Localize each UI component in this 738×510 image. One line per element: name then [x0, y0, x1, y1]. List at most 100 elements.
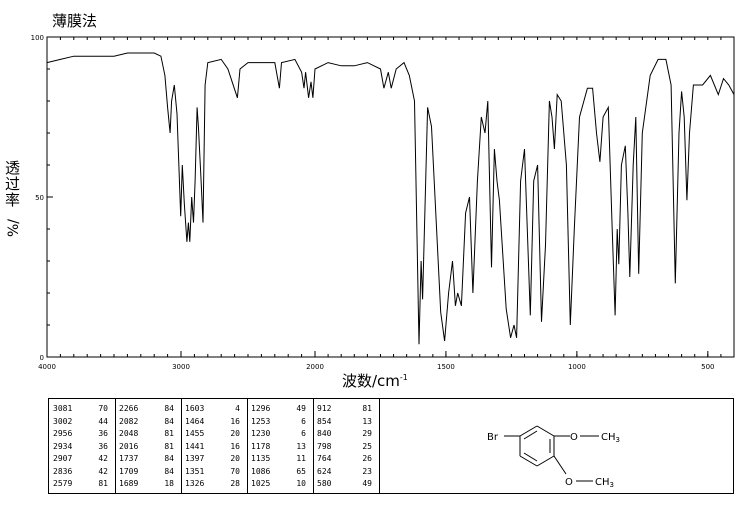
- peak-transmittance: 26: [362, 454, 372, 463]
- ring-bond: [536, 425, 555, 437]
- peak-transmittance: 16: [230, 441, 240, 451]
- y-tick-label: 0: [40, 354, 44, 362]
- peak-wavenumber: 3002: [53, 416, 73, 426]
- peak-wavenumber: 2934: [53, 441, 73, 451]
- peak-wavenumber: 1253: [251, 416, 271, 426]
- ome2-methyl-text: CH: [595, 477, 610, 488]
- peak-table-divider: [247, 399, 248, 493]
- peak-transmittance: 70: [98, 404, 108, 413]
- peak-wavenumber: 2048: [119, 429, 139, 438]
- ir-spectrum-plot: 0 50 100 4000 3000 2000 1500 1000 500: [31, 34, 735, 371]
- peak-wavenumber: 1135: [251, 454, 271, 463]
- y-tick-label: 100: [31, 34, 44, 42]
- peak-wavenumber: 2082: [119, 416, 139, 426]
- peak-transmittance: 25: [362, 441, 372, 451]
- peak-transmittance: 70: [230, 466, 240, 476]
- peak-transmittance: 6: [301, 429, 306, 438]
- peak-wavenumber: 2907: [53, 454, 73, 463]
- peak-wavenumber: 1296: [251, 404, 271, 413]
- x-axis-label-sup: -1: [399, 373, 408, 382]
- peak-wavenumber: 580: [317, 479, 332, 488]
- peak-transmittance: 4: [235, 404, 240, 413]
- ome2-methyl-sub: 3: [610, 481, 614, 489]
- peak-transmittance: 42: [98, 466, 108, 476]
- ome2-methyl-label: CH3: [595, 477, 614, 489]
- ome2-bond: [553, 455, 567, 475]
- peak-transmittance: 84: [164, 404, 174, 413]
- peak-wavenumber: 1737: [119, 454, 139, 463]
- peak-transmittance: 10: [296, 479, 306, 488]
- spectrum-line: [46, 52, 735, 345]
- peak-transmittance: 13: [362, 416, 372, 426]
- x-tick-label: 500: [701, 363, 714, 371]
- peak-wavenumber: 912: [317, 404, 332, 413]
- x-tick-label: 1000: [568, 363, 586, 371]
- peak-table-divider: [379, 399, 380, 493]
- peak-transmittance: 6: [301, 416, 306, 426]
- peak-transmittance: 81: [362, 404, 372, 413]
- ring-double-bond: [523, 430, 538, 440]
- peak-table-divider: [115, 399, 116, 493]
- ome1-o-label: O: [570, 432, 578, 443]
- y-axis-ticks: 0 50 100: [31, 34, 53, 362]
- x-tick-label: 4000: [38, 363, 56, 371]
- peak-transmittance: 20: [230, 429, 240, 438]
- peak-transmittance: 36: [98, 441, 108, 451]
- peak-wavenumber: 1464: [185, 416, 205, 426]
- peak-wavenumber: 1689: [119, 479, 139, 488]
- peak-wavenumber: 840: [317, 429, 332, 438]
- ome2-o-label: O: [565, 477, 573, 488]
- peak-wavenumber: 2016: [119, 441, 139, 451]
- y-tick-label: 50: [35, 194, 44, 202]
- peak-transmittance: 29: [362, 429, 372, 438]
- peak-transmittance: 13: [296, 441, 306, 451]
- peak-wavenumber: 1351: [185, 466, 205, 476]
- peak-wavenumber: 3081: [53, 404, 73, 413]
- peak-transmittance: 44: [98, 416, 108, 426]
- peak-wavenumber: 1230: [251, 429, 271, 438]
- ring-bond: [536, 455, 555, 467]
- x-tick-label: 3000: [172, 363, 190, 371]
- peak-transmittance: 81: [164, 441, 174, 451]
- peak-table: [48, 398, 734, 494]
- br-label: Br: [487, 432, 499, 443]
- x-axis-ticks: 4000 3000 2000 1500 1000 500: [38, 37, 735, 371]
- peak-transmittance: 84: [164, 454, 174, 463]
- peak-table-divider: [181, 399, 182, 493]
- peak-wavenumber: 2956: [53, 429, 73, 438]
- x-axis-label-text: 波数/cm: [342, 372, 400, 390]
- peak-transmittance: 36: [98, 429, 108, 438]
- peak-wavenumber: 1086: [251, 466, 271, 476]
- peak-wavenumber: 2579: [53, 479, 73, 488]
- x-axis-label: 波数/cm-1: [342, 370, 408, 391]
- ome1-methyl-label: CH3: [601, 432, 620, 444]
- peak-transmittance: 42: [98, 454, 108, 463]
- x-tick-label: 2000: [306, 363, 324, 371]
- ome1-methyl-sub: 3: [616, 436, 620, 444]
- peak-wavenumber: 1455: [185, 429, 205, 438]
- peak-wavenumber: 2836: [53, 466, 73, 476]
- chart-title: 薄膜法: [52, 12, 98, 30]
- peak-wavenumber: 798: [317, 441, 332, 451]
- peak-transmittance: 23: [362, 466, 372, 476]
- peak-transmittance: 84: [164, 466, 174, 476]
- peak-wavenumber: 1603: [185, 404, 205, 413]
- peak-transmittance: 49: [296, 404, 306, 413]
- ring-double-bond: [523, 452, 538, 462]
- peak-wavenumber: 624: [317, 466, 332, 476]
- peak-transmittance: 81: [164, 429, 174, 438]
- peak-transmittance: 65: [296, 466, 306, 476]
- peak-wavenumber: 1178: [251, 441, 271, 451]
- peak-transmittance: 16: [230, 416, 240, 426]
- peak-transmittance: 20: [230, 454, 240, 463]
- structure-diagram: Br O CH3 O CH3: [487, 425, 620, 489]
- peak-transmittance: 49: [362, 479, 372, 488]
- peak-wavenumber: 854: [317, 416, 332, 426]
- ring-bond: [519, 425, 538, 437]
- y-axis-label: 透过率 %/: [2, 160, 28, 240]
- y-axis-label-text: 透过率: [3, 160, 21, 208]
- peak-transmittance: 18: [164, 479, 174, 488]
- peak-transmittance: 84: [164, 416, 174, 426]
- peak-wavenumber: 1709: [119, 466, 139, 476]
- peak-wavenumber: 1397: [185, 454, 205, 463]
